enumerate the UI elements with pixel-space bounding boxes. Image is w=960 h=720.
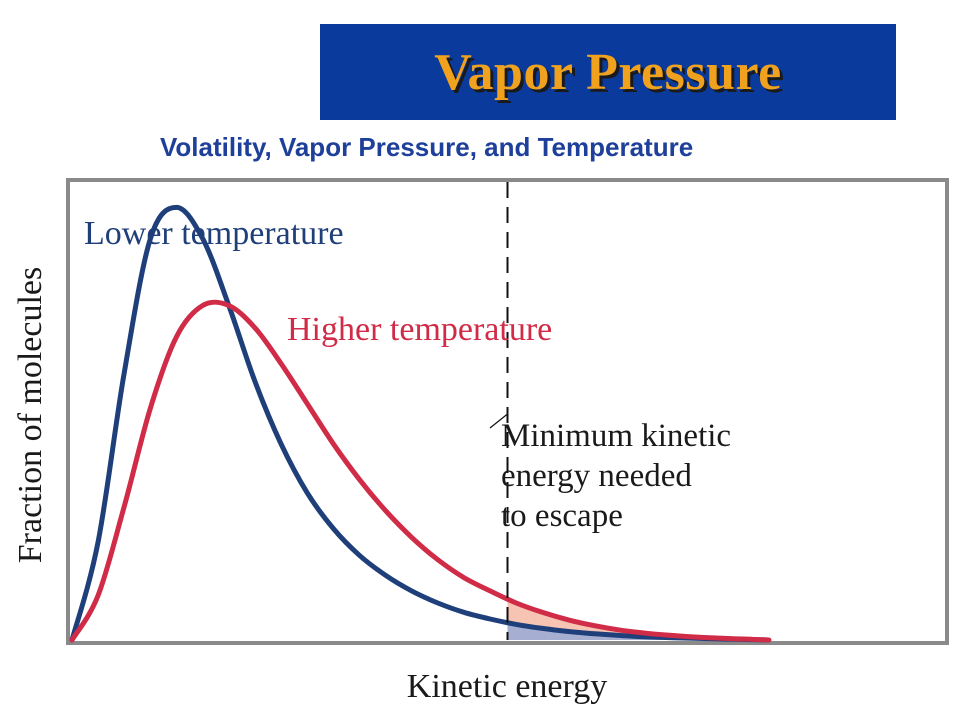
tail-area-lower-temperature <box>507 622 769 640</box>
series-line-higher-temperature <box>69 299 772 643</box>
slide-subtitle: Volatility, Vapor Pressure, and Temperat… <box>160 132 694 162</box>
x-axis-label: Kinetic energy <box>407 668 607 705</box>
threshold-leader-line <box>489 413 508 429</box>
series-label-higher-temperature: Higher temperature <box>287 311 552 348</box>
threshold-annotation-line: energy needed <box>501 458 692 494</box>
threshold-annotation-line: to escape <box>501 498 623 534</box>
slide-title: Vapor Pressure <box>434 43 782 101</box>
series-line-lower-temperature <box>69 204 772 643</box>
series-label-lower-temperature: Lower temperature <box>84 215 344 252</box>
title-banner: Vapor Pressure <box>320 24 896 120</box>
y-axis-label: Fraction of molecules <box>12 267 49 563</box>
threshold-annotation-line: Minimum kinetic <box>501 418 731 454</box>
